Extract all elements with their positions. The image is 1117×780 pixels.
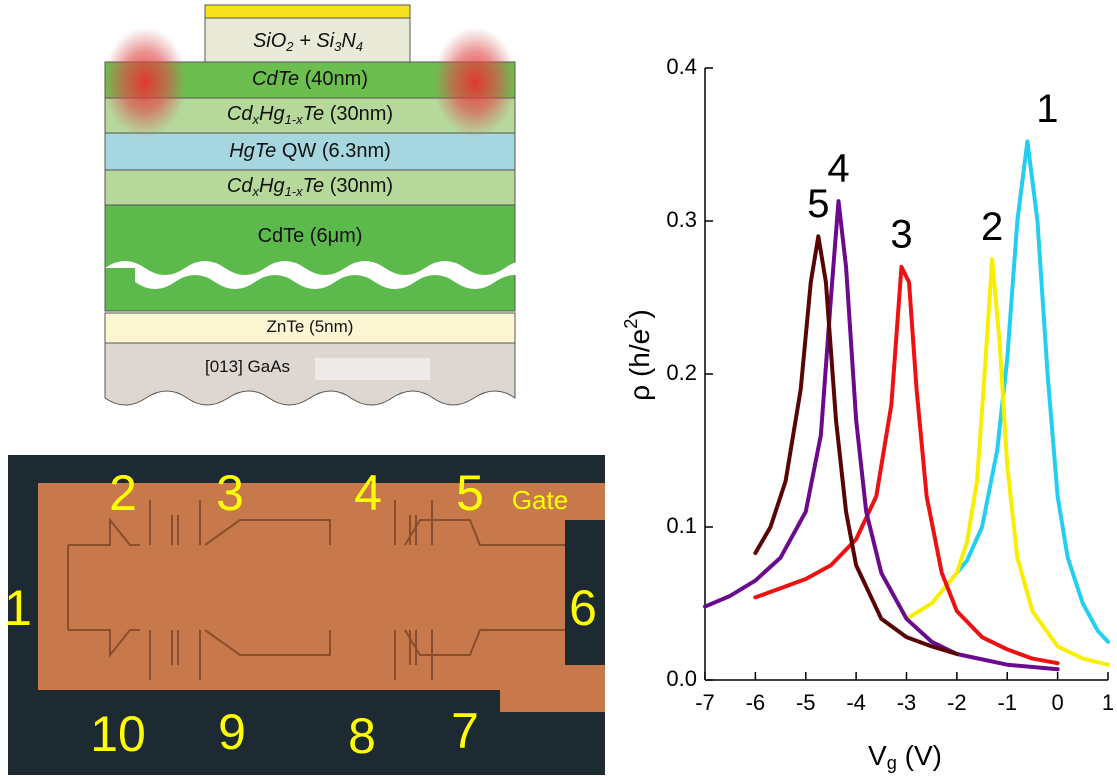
text-part: Hg (259, 103, 285, 125)
y-tick-label: 0.4 (666, 54, 697, 79)
layer-label: CdTe (40nm) (252, 68, 368, 90)
x-tick-label: -6 (746, 690, 766, 715)
text-part: (30nm) (324, 175, 393, 197)
series-line (755, 267, 1057, 663)
page: SiO2 + Si3N4 CdTe (40nm) CdxHg1-xTe (30n… (0, 0, 1117, 780)
text-part: ) (624, 309, 655, 318)
layer-label: [013] GaAs (205, 357, 290, 376)
text-part: N (341, 30, 356, 52)
x-tick-label: -2 (947, 690, 967, 715)
x-tick-label: 0 (1052, 690, 1064, 715)
text-part: Cd (227, 103, 253, 125)
y-tick-label: 0.3 (666, 207, 697, 232)
text-part: (30nm) (324, 103, 393, 125)
y-axis-label: ρ (h/e2) (621, 309, 656, 400)
text-part: 2 (621, 319, 641, 329)
layer-label: CdTe (6μm) (258, 225, 363, 247)
contact-label: 10 (90, 706, 146, 762)
text-part: QW (6.3nm) (276, 140, 390, 162)
layer-label: ZnTe (5nm) (267, 317, 354, 336)
x-tick-label: -7 (695, 690, 715, 715)
text-part: g (887, 753, 897, 773)
device-photo: 1 2 3 4 5 6 7 8 9 10 Gate (4, 455, 605, 775)
text-part: Te (303, 103, 325, 125)
y-tick-label: 0.1 (666, 513, 697, 538)
text-part: SiO (253, 30, 286, 52)
series-label: 5 (807, 182, 829, 226)
gate-label: Gate (512, 485, 568, 515)
series-label: 1 (1036, 87, 1058, 131)
text-part: Hg (259, 175, 285, 197)
text-part: CdTe (252, 68, 299, 90)
gate-metal (205, 5, 410, 18)
text-part: [013] GaAs (205, 357, 290, 376)
layer-label: HgTe QW (6.3nm) (229, 140, 391, 162)
x-tick-label: -3 (897, 690, 917, 715)
blank (315, 358, 430, 380)
series-line (755, 236, 957, 654)
contact-blob (103, 27, 187, 137)
text-part: Cd (227, 175, 253, 197)
text-part: ZnTe (5nm) (267, 317, 354, 336)
layer-label: SiO2 + Si3N4 (253, 30, 363, 54)
text-part: CdTe (6μm) (258, 225, 363, 247)
text-part: (40nm) (299, 68, 368, 90)
layer (105, 343, 515, 405)
contact-blob (433, 27, 517, 137)
series-label: 4 (827, 147, 849, 191)
contact-label: 5 (456, 465, 484, 521)
x-tick-label: -1 (997, 690, 1017, 715)
text-part: V (868, 740, 887, 771)
layer-diagram: SiO2 + Si3N4 CdTe (40nm) CdxHg1-xTe (30n… (103, 5, 535, 405)
x-tick-label: -5 (796, 690, 816, 715)
text-part: Te (303, 175, 325, 197)
contact-label: 6 (569, 580, 597, 636)
y-tick-label: 0.0 (666, 666, 697, 691)
text-part: ρ (h/e (624, 329, 655, 401)
y-tick-label: 0.2 (666, 360, 697, 385)
contact-label: 3 (216, 465, 244, 521)
series-label: 2 (981, 205, 1003, 249)
contact-label: 7 (451, 703, 479, 759)
series-label: 3 (890, 212, 912, 256)
contact-label: 2 (109, 465, 137, 521)
chart: ρ (h/e2) Vg (V) 0.00.10.20.30.4-7-6-5-4-… (621, 54, 1114, 773)
text-part: HgTe (229, 140, 276, 162)
text-part: (V) (897, 740, 942, 771)
figure: SiO2 + Si3N4 CdTe (40nm) CdxHg1-xTe (30n… (0, 0, 1117, 780)
layer (105, 205, 515, 311)
text-part: 1-x (285, 184, 304, 199)
text-part: 4 (356, 39, 363, 54)
layer-label: CdxHg1-xTe (30nm) (227, 103, 393, 127)
layer-label: CdxHg1-xTe (30nm) (227, 175, 393, 199)
text-part: 1-x (285, 112, 304, 127)
series-line (907, 259, 1109, 664)
contact-label: 1 (4, 580, 32, 636)
contact-label: 9 (218, 704, 246, 760)
contact-label: 8 (348, 708, 376, 764)
x-tick-label: 1 (1102, 690, 1114, 715)
x-axis-label: Vg (V) (868, 740, 942, 772)
text-part: + Si (294, 30, 335, 52)
x-tick-label: -4 (846, 690, 866, 715)
contact-label: 4 (354, 465, 382, 521)
series-line (957, 141, 1108, 641)
